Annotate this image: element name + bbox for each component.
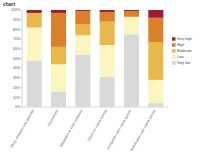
y-tick: [21, 39, 23, 40]
bar-segment: [51, 10, 66, 13]
bar-segment: [75, 35, 90, 54]
y-tick: [21, 48, 23, 49]
y-tick-label: 20%: [13, 86, 20, 90]
bar-segment: [100, 12, 115, 22]
y-tick: [21, 68, 23, 69]
y-axis: [22, 10, 23, 107]
bar-segment: [124, 34, 139, 107]
bar-segment: [100, 10, 115, 12]
legend-label: Very low: [177, 61, 191, 65]
y-tick-label: 100%: [11, 8, 20, 12]
bar-segment: [124, 10, 139, 11]
y-tick: [21, 29, 23, 30]
bar-segment: [148, 80, 163, 103]
bar-segment: [51, 47, 66, 64]
bar-segment: [75, 11, 90, 25]
legend-label: Low: [177, 55, 184, 59]
bar-segment: [75, 25, 90, 36]
x-tick-label: Pests, diseases and parasites: [10, 108, 36, 148]
title: chart: [3, 1, 16, 7]
y-tick: [21, 10, 23, 11]
axes: 0% 10% 20% 30% 40% 50% 60% 70% 80% 90% 100%: [11, 8, 168, 109]
legend-swatch: [172, 55, 176, 59]
bar-segment: [27, 10, 42, 13]
bar-segment: [148, 103, 163, 107]
y-tick-label: 30%: [13, 76, 20, 80]
y-tick: [21, 58, 23, 59]
bar-segment: [51, 13, 66, 47]
x-tick-label: Invasiveness: [46, 108, 59, 127]
legend-label: Moderate: [177, 49, 192, 53]
y-tick: [21, 97, 23, 98]
legend-label: High: [177, 43, 184, 47]
bar-segment: [148, 10, 163, 18]
x-axis: [22, 107, 168, 108]
x-tick-label: Hybridisation with native species: [129, 108, 156, 152]
bars: [27, 10, 164, 107]
bar-segment: [124, 17, 139, 34]
legend-swatch: [172, 49, 176, 53]
legend: Very high High Moderate Low Very low: [172, 37, 192, 65]
bar-segment: [27, 60, 42, 107]
bar-segment: [51, 91, 66, 107]
y-tick: [21, 107, 23, 108]
bar-segment: [75, 55, 90, 107]
y-tick: [21, 87, 23, 88]
bar-segment: [27, 27, 42, 60]
legend-swatch: [172, 37, 176, 41]
x-tick-label: Impact on native species: [86, 108, 108, 142]
bar-segment: [100, 77, 115, 107]
bar-segment: [124, 11, 139, 17]
y-tick: [21, 77, 23, 78]
x-tick-label: Adaptation to local conditions: [59, 108, 84, 147]
x-tick-label: Competition with native species: [106, 108, 133, 150]
bar-segment: [148, 42, 163, 80]
y-tick-label: 70%: [13, 37, 20, 41]
bar-segment: [100, 45, 115, 77]
bar-segment: [51, 64, 66, 91]
y-tick-label: 10%: [13, 96, 20, 100]
y-tick-label: 80%: [13, 28, 20, 32]
y-tick: [21, 19, 23, 20]
legend-swatch: [172, 61, 176, 64]
chart: chart 0% 10% 20% 30% 40% 50% 60% 70% 80% 90% 100% Pe…: [0, 0, 200, 164]
bar-segment: [100, 22, 115, 45]
y-tick-label: 0%: [15, 105, 20, 109]
y-tick-label: 90%: [13, 18, 20, 22]
legend-swatch: [172, 43, 176, 47]
bar-segment: [148, 18, 163, 42]
y-tick-label: 50%: [13, 57, 20, 61]
bar-segment: [75, 10, 90, 11]
legend-label: Very high: [177, 37, 192, 41]
y-tick-label: 60%: [13, 47, 20, 51]
background: [0, 0, 200, 164]
bar-segment: [27, 13, 42, 28]
y-tick-label: 40%: [13, 66, 20, 70]
